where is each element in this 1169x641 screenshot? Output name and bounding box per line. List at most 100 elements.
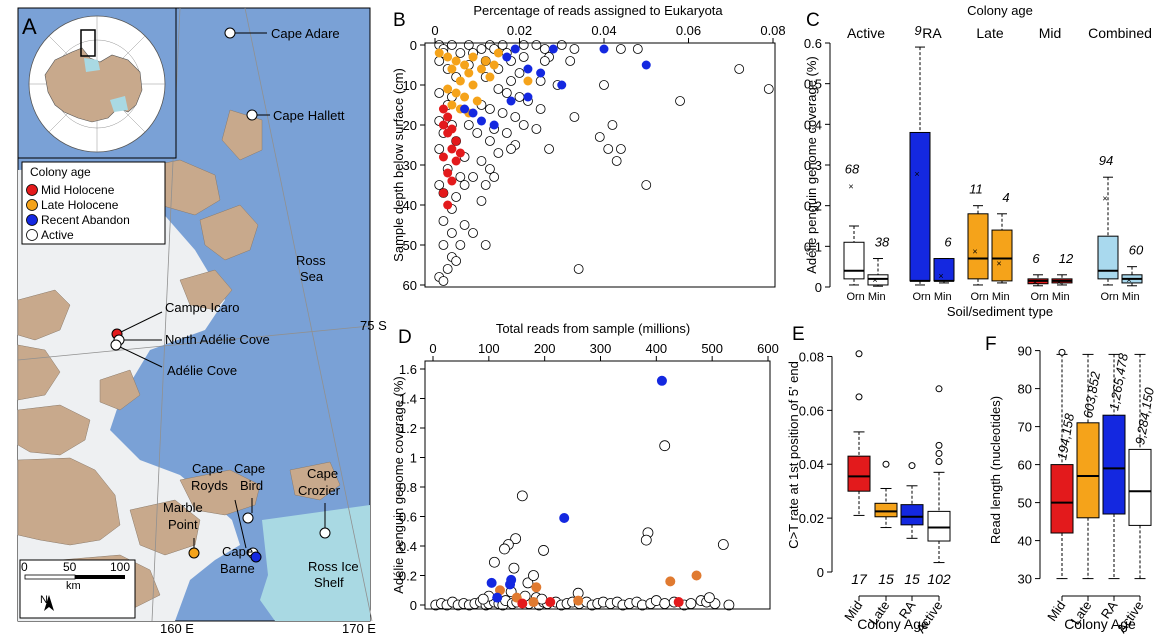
b-point-active (468, 172, 478, 182)
c-group-label: Combined (1088, 25, 1152, 41)
lon-label-170e: 170 E (342, 621, 376, 636)
b-point-active (476, 196, 487, 206)
c-n-label: 9 (914, 23, 921, 38)
d-point-late-holocene (528, 597, 539, 608)
b-point-mid-holocene (443, 112, 453, 122)
c-n-label: 6 (1032, 251, 1040, 266)
b-point-late-holocene (481, 56, 491, 66)
d-point-recent-abandon (492, 592, 503, 603)
label-ross-ice-shelf-1: Ross Ice (308, 559, 359, 574)
d-point-active (477, 593, 489, 605)
b-point-active (535, 104, 546, 114)
b-point-mid-holocene (443, 128, 453, 138)
b-point-active (463, 120, 474, 130)
site-cape-barne (250, 551, 262, 563)
b-point-active (565, 56, 576, 66)
b-point-active (434, 144, 445, 154)
d-point-mid-holocene (517, 598, 528, 609)
d-point-active (703, 592, 715, 604)
b-point-active (476, 156, 487, 166)
d-xtick-label: 0 (429, 341, 436, 356)
inset-antarctica (17, 7, 177, 159)
legend-label-ra: Recent Abandon (41, 213, 130, 227)
f-ytick-label: 90 (1018, 344, 1032, 359)
b-point-active (531, 124, 542, 134)
e-ytick-label: 0 (817, 565, 824, 580)
c-ytick-label: 0 (815, 280, 822, 295)
d-ytick-label: 0.2 (399, 569, 417, 584)
c-n-label: 6 (944, 235, 952, 250)
legend-swatch-ra (26, 214, 38, 226)
panel-c-title: Colony age (967, 3, 1033, 18)
c-ytick-label: 0.4 (804, 117, 822, 132)
b-point-active (497, 108, 508, 118)
panel-d-xlabel: Total reads from sample (millions) (496, 321, 690, 336)
b-point-recent-abandon (510, 44, 520, 54)
panel-letter-a: A (22, 14, 37, 39)
b-point-active (518, 40, 529, 50)
label-lat-75s: 75 S (360, 318, 387, 333)
b-point-active (446, 228, 457, 238)
b-point-active (734, 64, 745, 74)
panel-e-boxplot: E Colony Age C>T rate at 1st position of… (786, 324, 951, 636)
b-point-recent-abandon (523, 92, 533, 102)
b-point-late-holocene (443, 52, 453, 62)
d-point-active (499, 543, 510, 555)
f-ytick-label: 80 (1018, 382, 1032, 397)
c-group-label: Active (847, 25, 885, 41)
label-cape-royds-1: Cape (192, 461, 223, 476)
b-point-late-holocene (468, 80, 478, 90)
panel-letter-b: B (393, 10, 406, 31)
e-ra-box (900, 504, 924, 526)
b-point-active (434, 88, 445, 98)
e-ytick-label: 0.08 (799, 349, 824, 364)
b-point-active (641, 180, 652, 190)
c-type-label: Orn Min (1100, 291, 1139, 303)
d-xtick-label: 300 (590, 341, 612, 356)
f-outlier (1058, 348, 1066, 356)
d-ytick-label: 1.6 (399, 362, 417, 377)
inset-locator-box (80, 29, 96, 57)
b-point-active (438, 240, 449, 250)
d-point-active (659, 598, 671, 609)
label-cape-crozier-2: Crozier (298, 483, 341, 498)
b-point-late-holocene (472, 96, 482, 106)
d-ytick-label: 1.4 (399, 392, 417, 407)
b-point-late-holocene (460, 60, 470, 70)
b-point-active (616, 44, 626, 54)
d-point-active (516, 490, 528, 502)
panel-c-xlabel: Soil/sediment type (947, 304, 1053, 319)
c-ytick-label: 0.2 (804, 199, 822, 214)
f-n-label: 1,265,478 (1106, 351, 1131, 411)
b-ytick-label: 30 (403, 158, 417, 173)
scale-unit: km (66, 580, 81, 592)
d-ytick-label: 0.6 (399, 510, 417, 525)
b-point-active (493, 148, 504, 158)
panel-letter-e: E (792, 324, 805, 345)
c-group-label: Late (976, 25, 1003, 41)
e-mid-box (847, 455, 871, 492)
panel-b-frame (424, 42, 776, 288)
f-n-label: 603,852 (1080, 370, 1103, 420)
f-ytick-label: 40 (1018, 534, 1032, 549)
label-cape-hallett: Cape Hallett (273, 108, 345, 123)
c-combined-orn-box (1097, 235, 1119, 280)
b-point-mid-holocene (438, 120, 448, 130)
b-ytick-label: 40 (403, 198, 417, 213)
b-xtick-label: 0 (431, 23, 438, 38)
panel-c-boxplot: C Colony age Soil/sediment type Adélie p… (804, 3, 1152, 319)
site-adelie-cove (110, 339, 122, 351)
c-mean-marker: × (848, 181, 853, 191)
e-n-label: 15 (878, 571, 894, 587)
b-point-late-holocene (464, 68, 474, 78)
e-n-label: 102 (927, 571, 951, 587)
f-n-label: 9,284,150 (1132, 386, 1157, 446)
e-outlier (882, 460, 890, 468)
label-cape-crozier-1: Cape (307, 466, 338, 481)
b-point-active (763, 84, 774, 94)
c-type-label: Orn Min (1030, 291, 1069, 303)
c-mean-marker: × (972, 246, 977, 256)
b-point-active (539, 56, 550, 66)
b-xtick-label: 0.04 (591, 23, 616, 38)
d-point-active (489, 556, 500, 568)
